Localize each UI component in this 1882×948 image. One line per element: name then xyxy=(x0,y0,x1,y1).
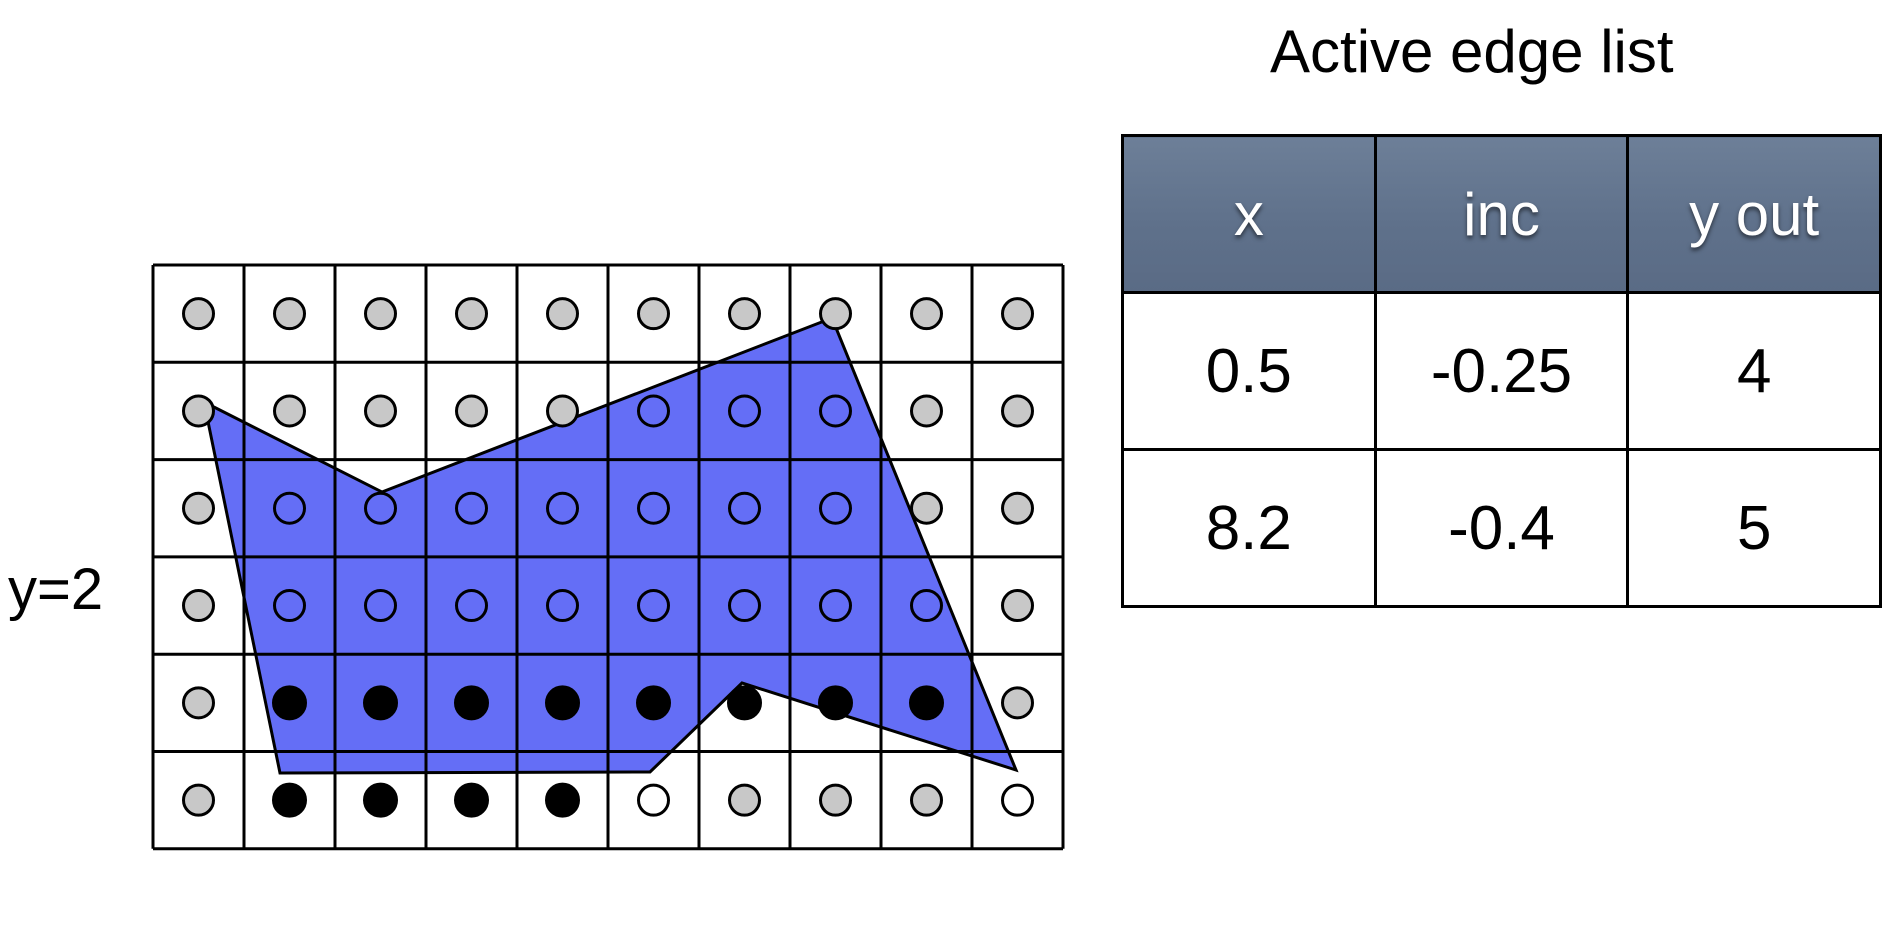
polygon-layer xyxy=(201,316,1019,775)
table-row: 0.5 -0.25 4 xyxy=(1121,291,1882,451)
sample-point-outside xyxy=(819,783,852,817)
sample-point-outside xyxy=(546,297,579,331)
active-edge-list-table: x inc y out 0.5 -0.25 4 8.2 -0.4 5 xyxy=(1121,134,1882,608)
edge-inc-cell: -0.25 xyxy=(1373,291,1630,451)
sample-point-outside xyxy=(182,686,215,720)
sample-point-filled xyxy=(363,685,398,721)
sample-point-inside xyxy=(910,589,943,623)
sample-point-outside xyxy=(728,783,761,817)
sample-point-outside xyxy=(182,783,215,817)
sample-point-inside xyxy=(273,491,306,525)
sample-point-outside xyxy=(546,394,579,428)
sample-point-outside xyxy=(910,297,943,331)
sample-point-inside xyxy=(637,783,670,817)
sample-point-outside xyxy=(819,297,852,331)
sample-point-inside xyxy=(819,394,852,428)
edge-inc-cell: -0.4 xyxy=(1373,448,1630,608)
edge-x-cell: 0.5 xyxy=(1121,291,1377,451)
sample-point-inside xyxy=(364,491,397,525)
sample-point-outside xyxy=(1001,491,1034,525)
sample-point-inside xyxy=(546,491,579,525)
sample-point-inside xyxy=(455,589,488,623)
sample-point-outside xyxy=(455,394,488,428)
active-edge-list-title: Active edge list xyxy=(1270,18,1674,85)
column-header-x: x xyxy=(1121,134,1377,294)
sample-point-outside xyxy=(364,297,397,331)
edge-y-out-cell: 5 xyxy=(1626,448,1882,608)
sample-point-outside xyxy=(1001,589,1034,623)
sample-point-outside xyxy=(182,297,215,331)
column-header-inc: inc xyxy=(1373,134,1630,294)
sample-point-outside xyxy=(273,394,306,428)
sample-point-inside xyxy=(637,491,670,525)
sample-point-filled xyxy=(363,782,398,818)
sample-point-outside xyxy=(637,297,670,331)
sample-point-inside xyxy=(273,589,306,623)
sample-point-outside xyxy=(1001,394,1034,428)
sample-point-outside xyxy=(910,783,943,817)
sample-point-filled xyxy=(545,685,580,721)
scanline-label: y=2 xyxy=(8,557,104,622)
sample-point-filled xyxy=(272,685,307,721)
sample-point-inside xyxy=(546,589,579,623)
sample-point-inside xyxy=(728,589,761,623)
edge-y-out-cell: 4 xyxy=(1626,291,1882,451)
sample-point-inside xyxy=(819,589,852,623)
edge-x-cell: 8.2 xyxy=(1121,448,1377,608)
sample-point-outside xyxy=(182,589,215,623)
sample-point-filled xyxy=(727,685,762,721)
table-header-row: x inc y out xyxy=(1121,134,1882,294)
sample-point-inside xyxy=(728,491,761,525)
table-row: 8.2 -0.4 5 xyxy=(1121,448,1882,608)
sample-point-outside xyxy=(910,491,943,525)
sample-point-inside xyxy=(1001,783,1034,817)
sample-point-outside xyxy=(1001,297,1034,331)
sample-point-filled xyxy=(272,782,307,818)
polygon-shape xyxy=(201,316,1019,775)
sample-point-outside xyxy=(455,297,488,331)
sample-point-filled xyxy=(545,782,580,818)
sample-point-inside xyxy=(455,491,488,525)
sample-point-outside xyxy=(273,297,306,331)
sample-point-filled xyxy=(454,685,489,721)
sample-point-filled xyxy=(818,685,853,721)
sample-point-inside xyxy=(637,589,670,623)
pixel-grid xyxy=(151,263,1065,851)
sample-point-filled xyxy=(454,782,489,818)
sample-point-outside xyxy=(728,297,761,331)
sample-point-outside xyxy=(364,394,397,428)
sample-point-inside xyxy=(728,394,761,428)
sample-point-inside xyxy=(637,394,670,428)
sample-point-filled xyxy=(909,685,944,721)
pixel-sample-points xyxy=(182,297,1034,818)
sample-point-outside xyxy=(182,394,215,428)
sample-point-inside xyxy=(819,491,852,525)
sample-point-inside xyxy=(364,589,397,623)
sample-point-outside xyxy=(1001,686,1034,720)
sample-point-outside xyxy=(910,394,943,428)
column-header-y-out: y out xyxy=(1626,134,1882,294)
sample-point-filled xyxy=(636,685,671,721)
sample-point-outside xyxy=(182,491,215,525)
